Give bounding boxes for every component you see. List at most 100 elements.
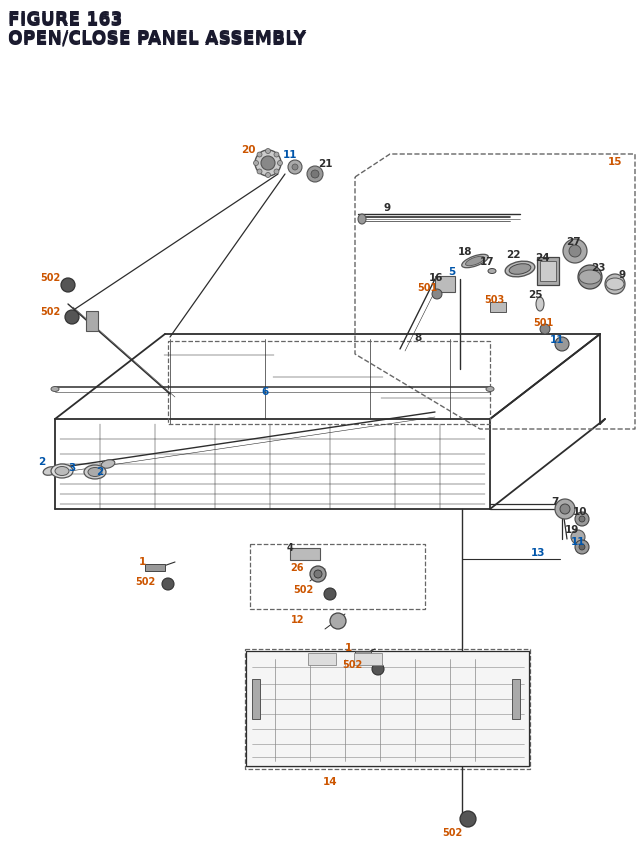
Text: 9: 9 [383, 202, 390, 213]
Ellipse shape [486, 387, 494, 392]
Text: 2: 2 [38, 456, 45, 467]
Text: 18: 18 [458, 247, 472, 257]
Text: 11: 11 [550, 335, 564, 344]
Text: 502: 502 [40, 273, 60, 282]
Circle shape [65, 311, 79, 325]
Circle shape [266, 173, 271, 178]
Ellipse shape [88, 468, 102, 477]
Circle shape [575, 541, 589, 554]
Text: 11: 11 [571, 536, 585, 547]
Circle shape [266, 149, 271, 154]
Ellipse shape [606, 279, 624, 291]
Circle shape [324, 588, 336, 600]
Text: 501: 501 [533, 318, 553, 328]
Text: 6: 6 [261, 387, 269, 397]
Circle shape [292, 164, 298, 170]
Text: 501: 501 [417, 282, 437, 293]
Text: 21: 21 [317, 158, 332, 169]
Text: 4: 4 [287, 542, 293, 553]
Circle shape [560, 505, 570, 514]
Circle shape [257, 153, 262, 158]
Text: 20: 20 [241, 145, 255, 155]
Text: 27: 27 [566, 237, 580, 247]
Text: FIGURE 163: FIGURE 163 [8, 10, 122, 28]
Ellipse shape [536, 298, 544, 312]
Text: 19: 19 [565, 524, 579, 535]
Text: 7: 7 [551, 497, 559, 506]
Text: OPEN/CLOSE PANEL ASSEMBLY: OPEN/CLOSE PANEL ASSEMBLY [8, 28, 306, 46]
Ellipse shape [579, 270, 601, 285]
Ellipse shape [509, 264, 531, 275]
Text: OPEN/CLOSE PANEL ASSEMBLY: OPEN/CLOSE PANEL ASSEMBLY [8, 30, 306, 48]
Text: 8: 8 [414, 332, 422, 343]
Circle shape [569, 245, 581, 257]
Bar [252, 679, 260, 719]
Bar [145, 564, 165, 571]
Text: 502: 502 [342, 660, 362, 669]
Ellipse shape [505, 262, 535, 277]
Circle shape [372, 663, 384, 675]
Ellipse shape [461, 255, 488, 269]
Text: 12: 12 [291, 614, 305, 624]
Text: 17: 17 [480, 257, 494, 267]
Ellipse shape [358, 214, 366, 225]
Circle shape [311, 170, 319, 179]
Circle shape [61, 279, 75, 293]
Circle shape [555, 499, 575, 519]
Text: 10: 10 [573, 506, 588, 517]
Bar [354, 653, 382, 666]
Text: 13: 13 [531, 548, 545, 557]
Bar [435, 276, 455, 293]
Circle shape [330, 613, 346, 629]
Text: 24: 24 [534, 253, 549, 263]
Circle shape [571, 530, 585, 544]
Circle shape [278, 161, 282, 166]
Text: 16: 16 [429, 273, 444, 282]
Text: 502: 502 [293, 585, 313, 594]
Text: 502: 502 [135, 576, 155, 586]
Circle shape [253, 161, 259, 166]
Bar [540, 262, 556, 282]
Circle shape [257, 170, 262, 175]
Ellipse shape [465, 257, 484, 266]
Text: 22: 22 [506, 250, 520, 260]
Text: 3: 3 [68, 462, 76, 473]
Circle shape [274, 170, 279, 175]
Circle shape [310, 567, 326, 582]
Circle shape [307, 167, 323, 183]
Text: 15: 15 [608, 157, 622, 167]
Circle shape [540, 325, 550, 335]
Text: 1: 1 [344, 642, 351, 653]
Ellipse shape [51, 464, 73, 479]
Bar [86, 312, 98, 331]
Text: 1: 1 [138, 556, 146, 567]
Bar [537, 257, 559, 286]
Ellipse shape [55, 467, 69, 476]
Circle shape [261, 157, 275, 170]
Bar [246, 651, 529, 766]
Bar [308, 653, 336, 666]
Circle shape [575, 512, 589, 526]
Text: 25: 25 [528, 289, 542, 300]
Text: 11: 11 [283, 150, 297, 160]
Circle shape [579, 517, 585, 523]
Bar [290, 548, 320, 561]
Circle shape [314, 570, 322, 579]
Circle shape [288, 161, 302, 175]
Circle shape [563, 239, 587, 263]
Circle shape [432, 289, 442, 300]
Circle shape [460, 811, 476, 827]
Text: 503: 503 [484, 294, 504, 305]
Text: 23: 23 [591, 263, 605, 273]
Text: 2: 2 [97, 467, 104, 476]
Text: 502: 502 [442, 827, 462, 837]
Circle shape [605, 275, 625, 294]
Ellipse shape [43, 468, 57, 476]
Circle shape [578, 266, 602, 289]
Bar [512, 679, 520, 719]
Bar [355, 651, 371, 658]
Circle shape [162, 579, 174, 591]
Ellipse shape [84, 466, 106, 480]
Bar [490, 303, 506, 313]
Circle shape [274, 153, 279, 158]
